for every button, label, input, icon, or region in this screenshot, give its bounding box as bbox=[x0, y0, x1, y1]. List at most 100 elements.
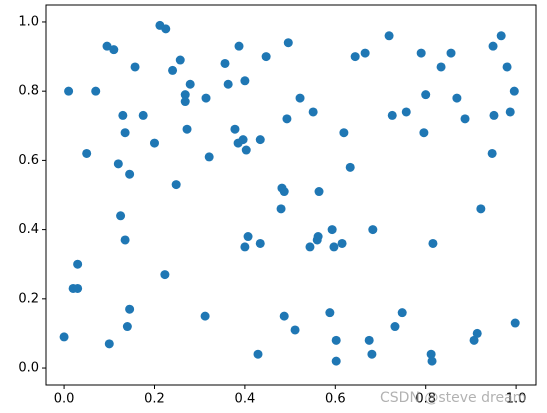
point bbox=[308, 107, 318, 117]
point bbox=[329, 242, 339, 252]
point bbox=[182, 124, 192, 134]
axes-frame bbox=[45, 4, 537, 386]
point bbox=[384, 31, 394, 41]
point bbox=[161, 24, 171, 34]
point bbox=[261, 52, 271, 62]
point bbox=[171, 180, 181, 190]
point bbox=[64, 86, 74, 96]
point bbox=[469, 335, 479, 345]
point bbox=[446, 48, 456, 58]
point bbox=[397, 308, 407, 318]
point bbox=[168, 65, 178, 75]
point bbox=[313, 232, 323, 242]
point bbox=[502, 62, 512, 72]
point bbox=[204, 152, 214, 162]
point bbox=[510, 318, 520, 328]
watermark: CSDN @steve dream bbox=[380, 390, 526, 406]
point bbox=[279, 311, 289, 321]
point bbox=[339, 128, 349, 138]
point bbox=[241, 145, 251, 155]
point bbox=[496, 31, 506, 41]
x-tick-label: 0.6 bbox=[325, 392, 346, 407]
point bbox=[200, 311, 210, 321]
point bbox=[345, 162, 355, 172]
x-tick-label: 0.4 bbox=[235, 392, 256, 407]
point bbox=[416, 48, 426, 58]
point bbox=[180, 90, 190, 100]
point bbox=[82, 148, 92, 158]
y-tick-label: 0.0 bbox=[18, 361, 39, 376]
point bbox=[488, 41, 498, 51]
point bbox=[102, 41, 112, 51]
point bbox=[472, 328, 482, 338]
point bbox=[421, 90, 431, 100]
point bbox=[255, 238, 265, 248]
point bbox=[368, 225, 378, 235]
point bbox=[243, 232, 253, 242]
x-tick-label: 0.2 bbox=[144, 392, 165, 407]
y-tick-label: 0.4 bbox=[18, 222, 39, 237]
point bbox=[282, 114, 292, 124]
point bbox=[314, 187, 324, 197]
point bbox=[337, 238, 347, 248]
point bbox=[125, 304, 135, 314]
point bbox=[283, 38, 293, 48]
x-tick-label: 0.8 bbox=[415, 392, 436, 407]
point bbox=[428, 238, 438, 248]
point bbox=[230, 124, 240, 134]
point bbox=[327, 225, 337, 235]
point bbox=[305, 242, 315, 252]
point bbox=[419, 128, 429, 138]
point bbox=[160, 270, 170, 280]
x-tick-label: 0.0 bbox=[54, 392, 75, 407]
y-tick-label: 1.0 bbox=[18, 14, 39, 29]
point bbox=[109, 45, 119, 55]
point bbox=[350, 52, 360, 62]
point bbox=[59, 332, 69, 342]
point bbox=[122, 322, 132, 332]
point bbox=[331, 335, 341, 345]
point bbox=[104, 339, 114, 349]
point bbox=[125, 169, 135, 179]
point bbox=[460, 114, 470, 124]
point bbox=[238, 135, 248, 145]
point bbox=[120, 128, 130, 138]
point bbox=[452, 93, 462, 103]
point bbox=[290, 325, 300, 335]
point bbox=[91, 86, 101, 96]
point bbox=[509, 86, 519, 96]
point bbox=[175, 55, 185, 65]
point bbox=[180, 97, 190, 107]
point bbox=[489, 110, 499, 120]
point bbox=[387, 110, 397, 120]
point bbox=[401, 107, 411, 117]
point bbox=[279, 187, 289, 197]
x-tick-label: 1.0 bbox=[506, 392, 527, 407]
point bbox=[476, 204, 486, 214]
point bbox=[487, 148, 497, 158]
point bbox=[360, 48, 370, 58]
point bbox=[234, 41, 244, 51]
point bbox=[240, 76, 250, 86]
point bbox=[113, 159, 123, 169]
point bbox=[223, 79, 233, 89]
point bbox=[130, 62, 140, 72]
point bbox=[73, 259, 83, 269]
point bbox=[120, 235, 130, 245]
point bbox=[220, 58, 230, 68]
point bbox=[116, 211, 126, 221]
point bbox=[390, 322, 400, 332]
point bbox=[331, 356, 341, 366]
point bbox=[255, 135, 265, 145]
point bbox=[253, 349, 263, 359]
point bbox=[149, 138, 159, 148]
point bbox=[436, 62, 446, 72]
point bbox=[201, 93, 211, 103]
point bbox=[325, 308, 335, 318]
point bbox=[367, 349, 377, 359]
point bbox=[118, 110, 128, 120]
point bbox=[276, 204, 286, 214]
point bbox=[138, 110, 148, 120]
point bbox=[73, 283, 83, 293]
